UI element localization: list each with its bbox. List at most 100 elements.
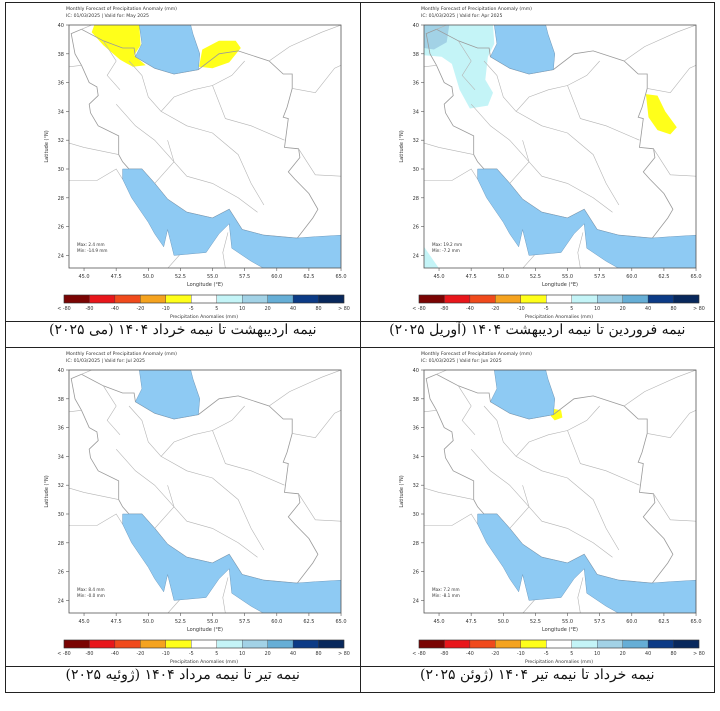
boundary-line <box>435 370 447 375</box>
colorbar-label: -80 <box>86 651 94 657</box>
y-tick-label: 28 <box>58 196 64 202</box>
y-tick-label: 24 <box>58 598 64 604</box>
boundary-line <box>423 513 478 526</box>
y-tick-label: 26 <box>412 225 418 231</box>
caption-jun: نیمه خرداد تا نیمه تیر ۱۴۰۴ (ژوئن ۲۰۲۵) <box>359 666 715 693</box>
boundary-line <box>222 232 229 268</box>
y-axis-label: Latitude (°N) <box>44 130 50 162</box>
colorbar-swatch <box>242 639 268 649</box>
colorbar-label: 80 <box>315 651 321 657</box>
colorbar-swatch <box>469 639 496 649</box>
boundary-line <box>69 513 123 526</box>
caspian-sea <box>489 370 555 420</box>
colorbar-label: > 80 <box>693 306 705 312</box>
axes-frame <box>423 369 696 614</box>
colorbar-swatch <box>494 294 521 304</box>
y-tick-label: 24 <box>412 253 418 259</box>
y-tick-label: 30 <box>412 512 418 518</box>
colorbar-swatch <box>647 639 674 649</box>
x-tick-label: 47.5 <box>111 619 122 625</box>
y-tick-label: 38 <box>58 52 64 58</box>
anomaly-region <box>423 25 494 109</box>
boundary-line <box>292 65 341 94</box>
caspian-sea <box>489 25 555 75</box>
colorbar-label: 80 <box>670 306 676 312</box>
colorbar-swatch <box>520 639 546 649</box>
y-tick-label: 38 <box>58 397 64 403</box>
y-tick-label: 32 <box>412 138 418 144</box>
colorbar-swatch <box>545 639 572 649</box>
colorbar-swatch <box>267 639 294 649</box>
boundary-line <box>470 104 613 213</box>
colorbar-label: 20 <box>265 306 271 312</box>
colorbar-label: -20 <box>491 306 499 312</box>
y-tick-label: 32 <box>58 483 64 489</box>
y-tick-label: 30 <box>58 167 64 173</box>
boundary-line <box>298 493 341 522</box>
colorbar-swatch <box>63 639 90 649</box>
min-value: Min: -14.9 mm <box>77 248 108 253</box>
map-subtitle: IC: 01/03/2025 | Valid for: Jun 2025 <box>421 358 502 364</box>
map-panel-apr: Monthly Forecast of Precipitation Anomal… <box>361 3 715 321</box>
colorbar-swatch <box>216 639 243 649</box>
colorbar-swatch <box>114 294 141 304</box>
y-tick-label: 34 <box>412 109 418 115</box>
colorbar-swatch <box>443 294 470 304</box>
colorbar-label: 10 <box>594 651 600 657</box>
y-tick-label: 38 <box>412 397 418 403</box>
colorbar-frame <box>418 294 699 304</box>
boundary-line <box>576 232 583 268</box>
map-title: Monthly Forecast of Precipitation Anomal… <box>66 351 177 357</box>
persian-gulf <box>476 513 696 613</box>
colorbar-swatch <box>191 639 217 649</box>
boundary-line <box>515 111 619 206</box>
max-value: Max: 7.2 mm <box>432 587 460 592</box>
x-tick-label: 52.5 <box>175 274 186 280</box>
colorbar-frame <box>418 639 699 649</box>
colorbar-swatch <box>545 294 572 304</box>
colorbar-label: 20 <box>619 306 625 312</box>
boundary-line <box>69 410 82 413</box>
y-tick-label: 30 <box>412 167 418 173</box>
colorbar-title: Precipitation Anomalies (mm) <box>524 314 592 320</box>
x-tick-label: 47.5 <box>465 619 476 625</box>
boundary-line <box>423 142 474 155</box>
persian-gulf <box>122 513 341 613</box>
y-tick-label: 26 <box>412 570 418 576</box>
map-subtitle: IC: 01/03/2025 | Valid for: May 2025 <box>66 13 149 19</box>
min-value: Min: -0.0 mm <box>77 593 105 598</box>
colorbar-swatch <box>443 639 470 649</box>
x-tick-label: 47.5 <box>465 274 476 280</box>
boundary-line <box>470 449 613 558</box>
colorbar-label: -40 <box>111 651 119 657</box>
colorbar-label: -5 <box>189 306 194 312</box>
map-panel-may: Monthly Forecast of Precipitation Anomal… <box>6 3 360 321</box>
panel-cell: Monthly Forecast of Precipitation Anomal… <box>5 2 361 322</box>
persian-gulf <box>122 168 341 268</box>
colorbar-label: 5 <box>570 306 573 312</box>
colorbar-label: 10 <box>239 651 245 657</box>
x-tick-label: 57.5 <box>239 619 250 625</box>
boundary-line <box>69 65 82 68</box>
colorbar-label: -40 <box>465 306 473 312</box>
y-tick-label: 36 <box>412 81 418 87</box>
boundary-line <box>103 385 121 435</box>
boundary-line <box>423 168 478 181</box>
forecast-map: Monthly Forecast of Precipitation Anomal… <box>399 351 705 665</box>
boundary-line <box>160 111 265 206</box>
x-tick-label: 65.0 <box>690 619 701 625</box>
map-panel-jun: Monthly Forecast of Precipitation Anomal… <box>361 348 715 666</box>
colorbar-label: > 80 <box>693 651 705 657</box>
x-axis-label: Longitude (°E) <box>187 282 223 288</box>
x-tick-label: 62.5 <box>303 619 314 625</box>
boundary-line <box>81 370 92 375</box>
colorbar-label: 5 <box>215 651 218 657</box>
y-tick-label: 36 <box>58 426 64 432</box>
x-tick-label: 57.5 <box>239 274 250 280</box>
colorbar-label: -20 <box>136 306 144 312</box>
colorbar-swatch <box>621 639 648 649</box>
boundary-line <box>268 370 341 407</box>
max-value: Max: 8.4 mm <box>77 587 105 592</box>
map-layer <box>69 370 341 613</box>
panel-cell: Monthly Forecast of Precipitation Anomal… <box>359 347 715 667</box>
